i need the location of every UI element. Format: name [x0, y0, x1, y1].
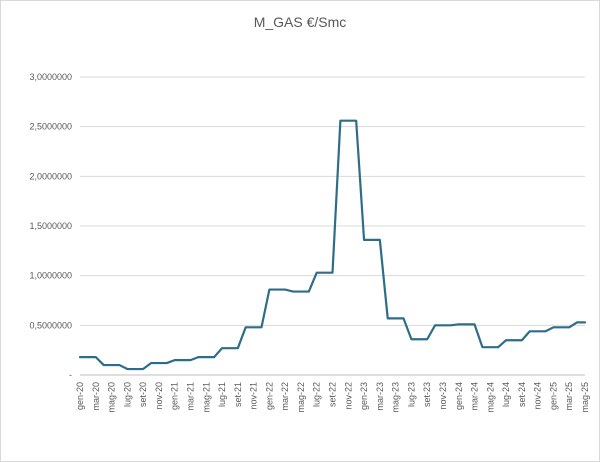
x-tick-label: mar-25 [564, 382, 574, 411]
x-tick-label: mar-20 [91, 382, 101, 411]
x-tick-label: nov-22 [343, 382, 353, 410]
x-tick-label: set-22 [328, 382, 338, 407]
x-tick-label: mar-24 [470, 382, 480, 411]
x-tick-label: gen-25 [548, 382, 558, 410]
x-tick-label: gen-21 [170, 382, 180, 410]
x-tick-label: lug-20 [122, 382, 132, 407]
y-tick-label: - [69, 370, 72, 380]
x-tick-label: lug-21 [217, 382, 227, 407]
y-tick-label: 1,5000000 [29, 221, 72, 231]
gridlines [80, 76, 585, 376]
y-tick-label: 3,0000000 [29, 72, 72, 82]
y-tick-label: 2,5000000 [29, 122, 72, 132]
y-tick-label: 1,0000000 [29, 271, 72, 281]
x-tick-label: set-20 [138, 382, 148, 407]
x-tick-label: set-23 [422, 382, 432, 407]
x-tick-label: mar-23 [375, 382, 385, 411]
x-tick-label: mag-21 [201, 382, 211, 413]
x-tick-label: mag-23 [391, 382, 401, 413]
chart-title: M_GAS €/Smc [254, 14, 347, 30]
x-tick-label: mag-22 [296, 382, 306, 413]
series-layer [78, 119, 587, 371]
x-axis-ticks: gen-20 mar-20 mag-20 lug-20 set-20 nov-20 gen-… [75, 382, 590, 413]
x-tick-label: mag-25 [580, 382, 590, 413]
x-tick-label: set-21 [233, 382, 243, 407]
x-tick-label: lug-24 [501, 382, 511, 407]
x-tick-label: gen-23 [359, 382, 369, 410]
x-tick-label: lug-23 [406, 382, 416, 407]
x-tick-label: nov-23 [438, 382, 448, 410]
y-tick-label: 2,0000000 [29, 171, 72, 181]
x-tick-label: mag-24 [485, 382, 495, 413]
x-tick-label: nov-20 [154, 382, 164, 410]
x-tick-label: set-24 [517, 382, 527, 407]
x-tick-label: nov-21 [249, 382, 259, 410]
x-tick-label: gen-22 [264, 382, 274, 410]
x-tick-label: nov-24 [533, 382, 543, 410]
x-tick-label: gen-24 [454, 382, 464, 410]
x-tick-label: mar-21 [185, 382, 195, 411]
series-line [78, 119, 587, 371]
x-tick-label: lug-22 [312, 382, 322, 407]
x-tick-label: gen-20 [75, 382, 85, 410]
x-tick-label: mar-22 [280, 382, 290, 411]
y-tick-label: 0,5000000 [29, 320, 72, 330]
x-tick-label: mag-20 [107, 382, 117, 413]
y-axis-ticks: - 0,5000000 1,0000000 1,5000000 2,0000000 2,5… [29, 72, 72, 380]
